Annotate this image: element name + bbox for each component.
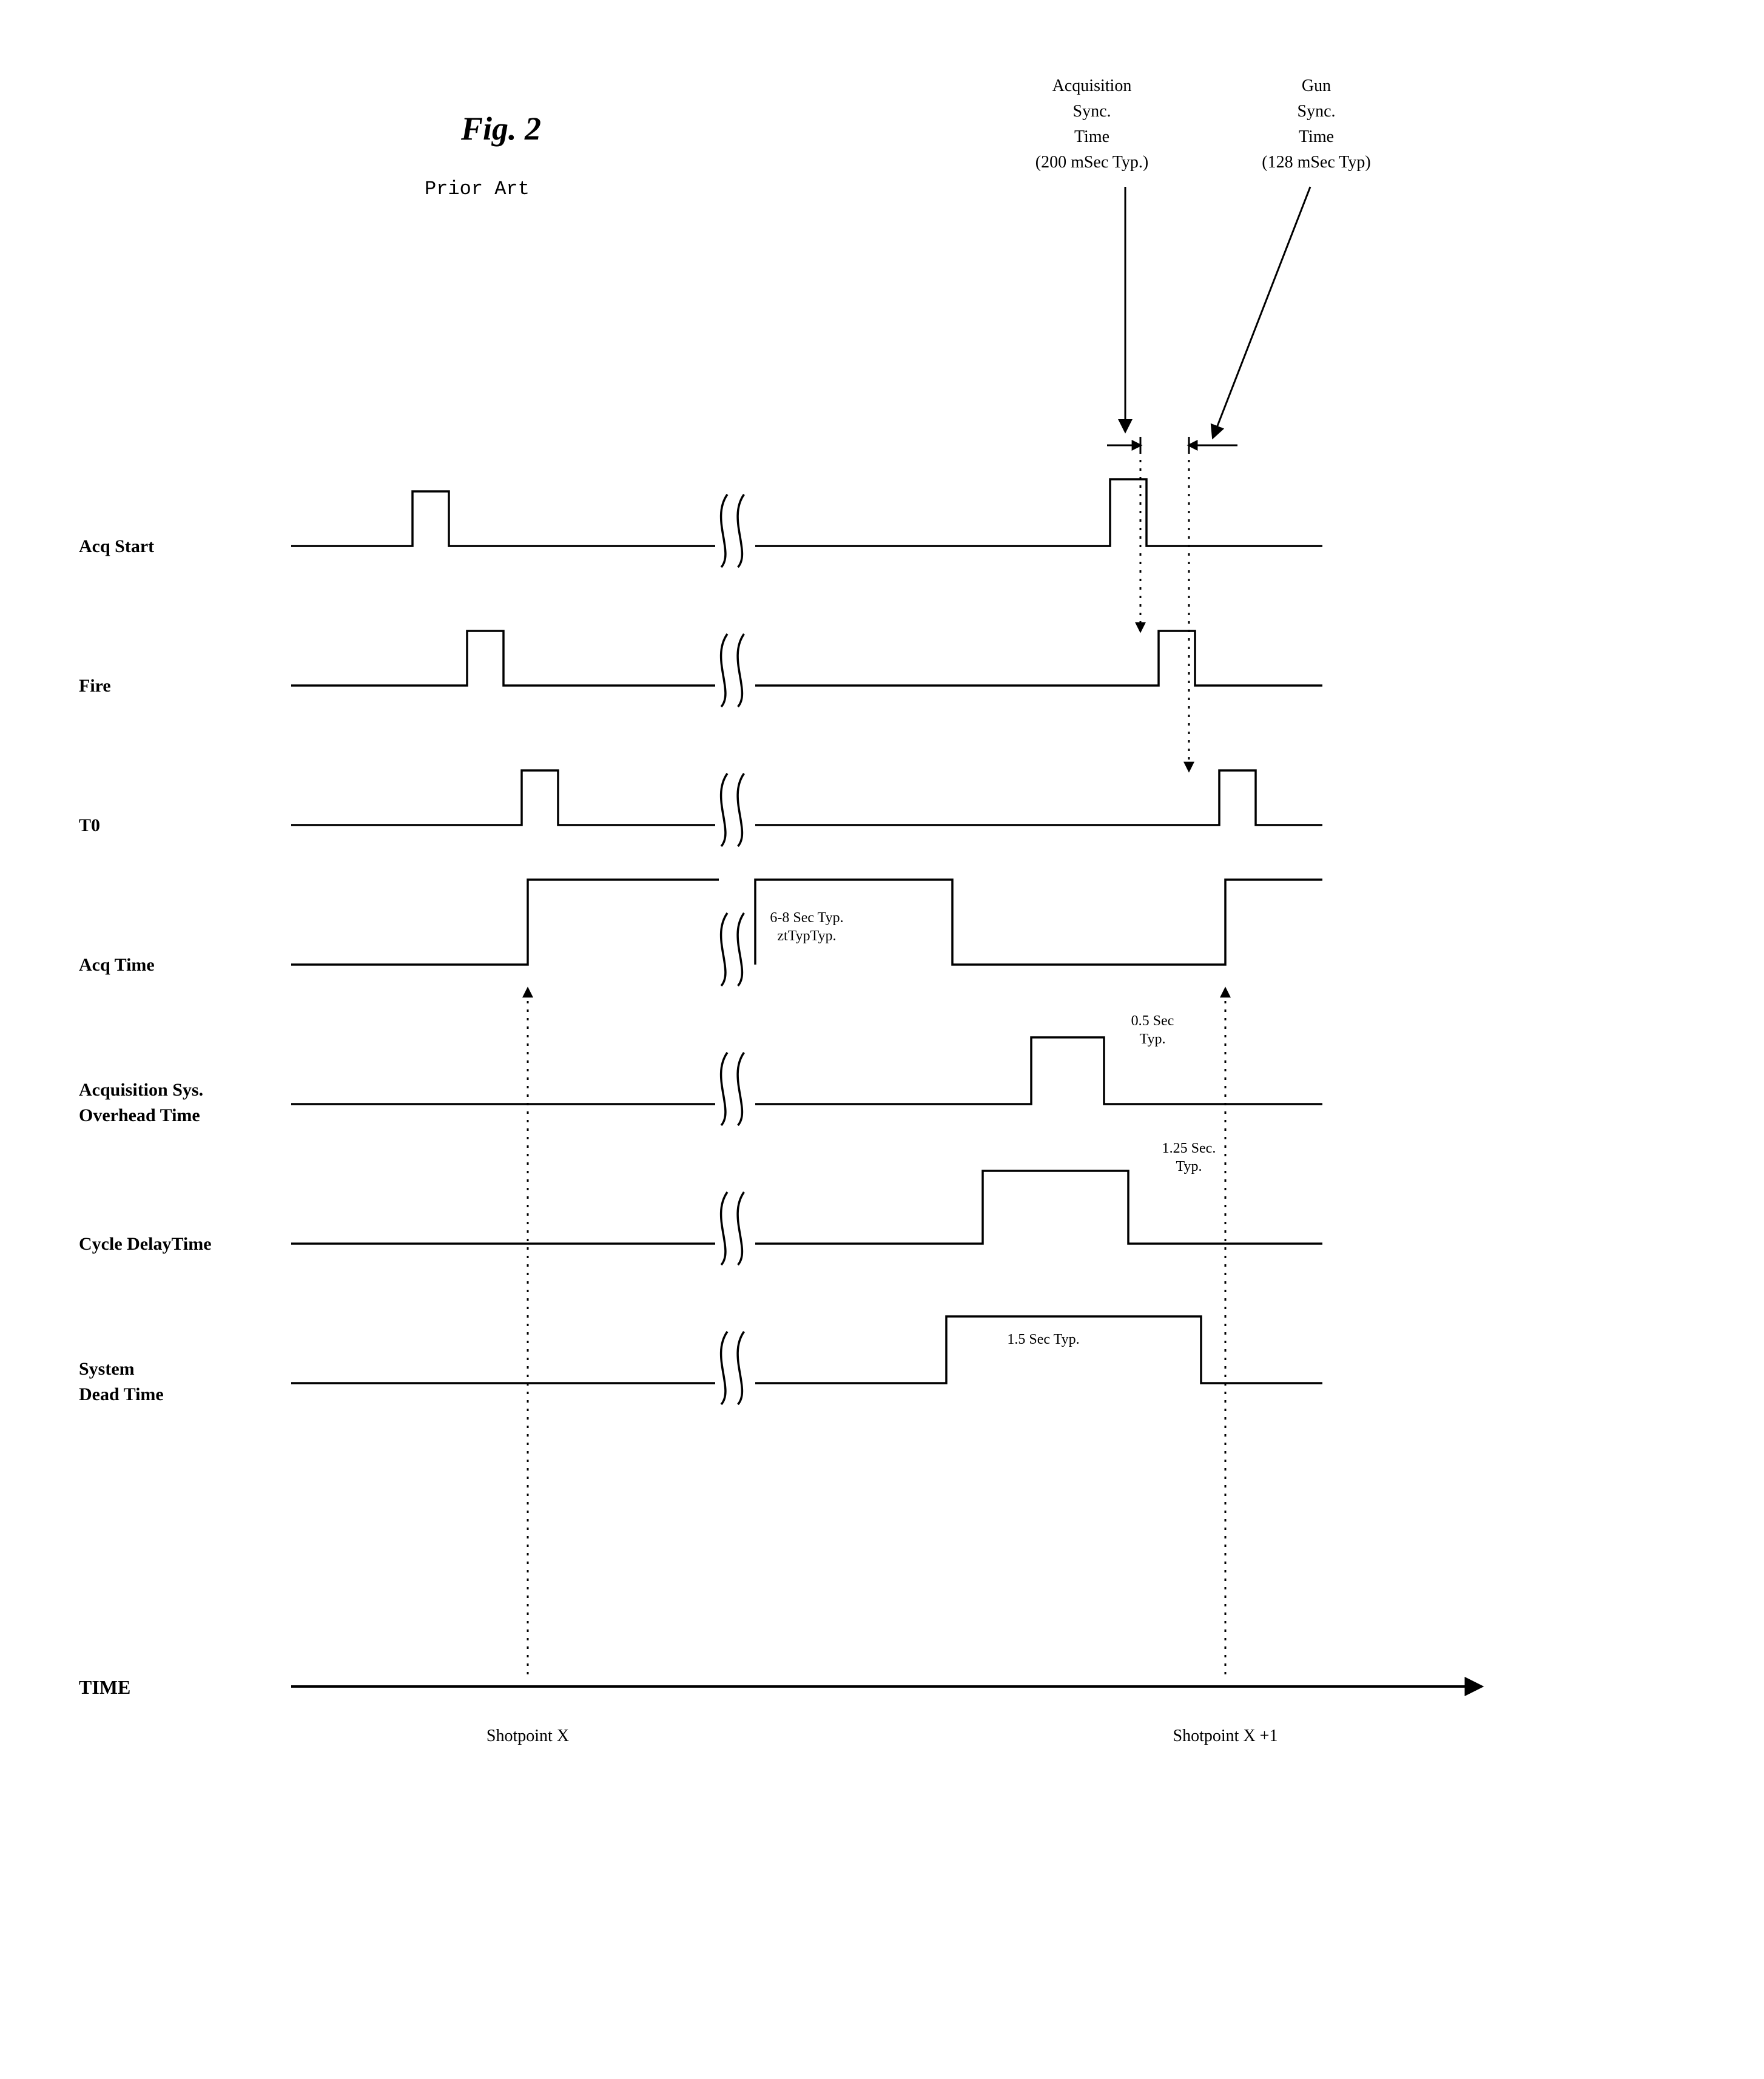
label-dead_time: System xyxy=(79,1359,135,1379)
label-overhead: Overhead Time xyxy=(79,1105,200,1125)
gun-sync-pointer xyxy=(1213,187,1310,437)
label-overhead: Acquisition Sys. xyxy=(79,1080,203,1100)
acq-sync-label: Time xyxy=(1074,127,1109,146)
prior-art-label: Prior Art xyxy=(425,178,530,200)
label-dead_time: Dead Time xyxy=(79,1384,164,1404)
acq-sync-label: Sync. xyxy=(1073,102,1111,121)
annot-overhead: 0.5 Sec xyxy=(1131,1013,1174,1029)
shotpoint-a-label: Shotpoint X xyxy=(486,1727,569,1745)
annot-dead_time: 1.5 Sec Typ. xyxy=(1007,1332,1079,1347)
gun-sync-label: Gun xyxy=(1302,76,1331,95)
break-mask xyxy=(715,1050,753,1128)
acq-sync-label: Acquisition xyxy=(1052,76,1132,95)
signal-fire xyxy=(755,631,1322,686)
label-cycle_delay: Cycle DelayTime xyxy=(79,1234,212,1254)
label-acq_start: Acq Start xyxy=(79,536,154,556)
signal-acq_start xyxy=(755,479,1322,546)
shotpoint-b-label: Shotpoint X +1 xyxy=(1173,1727,1278,1745)
annot-acq_time: 6-8 Sec Typ. xyxy=(770,910,843,926)
annot-overhead-2: Typ. xyxy=(1140,1031,1166,1047)
gun-sync-label: Sync. xyxy=(1298,102,1336,121)
break-mask xyxy=(715,910,753,989)
signal-acq_start xyxy=(291,491,719,546)
annot-acq_time-2: ztTypTyp. xyxy=(777,928,836,944)
signal-overhead xyxy=(755,1037,1322,1104)
label-fire: Fire xyxy=(79,676,111,696)
break-mask xyxy=(715,491,753,570)
break-mask xyxy=(715,1329,753,1407)
break-mask xyxy=(715,770,753,849)
signal-cycle_delay xyxy=(755,1171,1322,1244)
signal-t0 xyxy=(755,770,1322,825)
signal-acq_time xyxy=(291,880,719,965)
break-mask xyxy=(715,631,753,710)
annot-cycle_delay-2: Typ. xyxy=(1176,1159,1202,1174)
signal-t0 xyxy=(291,770,719,825)
gun-sync-label: Time xyxy=(1299,127,1334,146)
break-mask xyxy=(715,1189,753,1268)
acq-sync-label: (200 mSec Typ.) xyxy=(1035,153,1149,172)
annot-cycle_delay: 1.25 Sec. xyxy=(1162,1141,1216,1156)
figure-title: Fig. 2 xyxy=(460,110,541,147)
label-acq_time: Acq Time xyxy=(79,955,155,975)
signal-dead_time xyxy=(755,1316,1322,1383)
gun-sync-label: (128 mSec Typ) xyxy=(1262,153,1371,172)
signal-fire xyxy=(291,631,719,686)
time-axis-label: TIME xyxy=(79,1676,130,1698)
label-t0: T0 xyxy=(79,815,100,835)
